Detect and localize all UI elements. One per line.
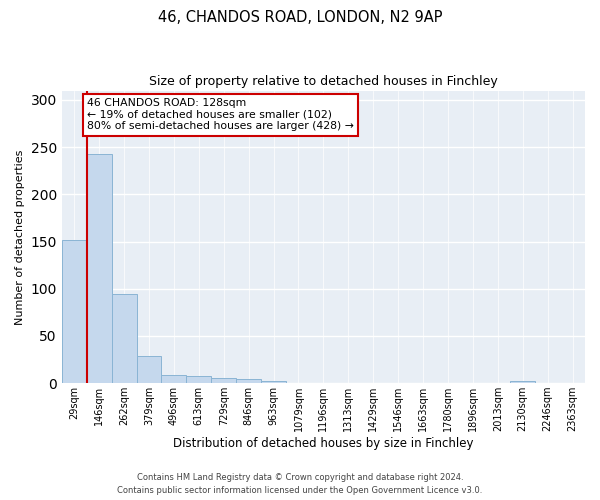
Title: Size of property relative to detached houses in Finchley: Size of property relative to detached ho… bbox=[149, 75, 498, 88]
Bar bbox=[261, 382, 286, 383]
Bar bbox=[161, 374, 187, 383]
Bar bbox=[137, 356, 161, 383]
Bar bbox=[236, 380, 261, 383]
Bar bbox=[187, 376, 211, 383]
Bar bbox=[510, 382, 535, 383]
Bar bbox=[87, 154, 112, 383]
Bar bbox=[112, 294, 137, 383]
Text: 46, CHANDOS ROAD, LONDON, N2 9AP: 46, CHANDOS ROAD, LONDON, N2 9AP bbox=[158, 10, 442, 25]
X-axis label: Distribution of detached houses by size in Finchley: Distribution of detached houses by size … bbox=[173, 437, 473, 450]
Text: 46 CHANDOS ROAD: 128sqm
← 19% of detached houses are smaller (102)
80% of semi-d: 46 CHANDOS ROAD: 128sqm ← 19% of detache… bbox=[87, 98, 354, 132]
Bar bbox=[62, 240, 87, 383]
Bar bbox=[211, 378, 236, 383]
Text: Contains HM Land Registry data © Crown copyright and database right 2024.
Contai: Contains HM Land Registry data © Crown c… bbox=[118, 474, 482, 495]
Y-axis label: Number of detached properties: Number of detached properties bbox=[15, 149, 25, 324]
